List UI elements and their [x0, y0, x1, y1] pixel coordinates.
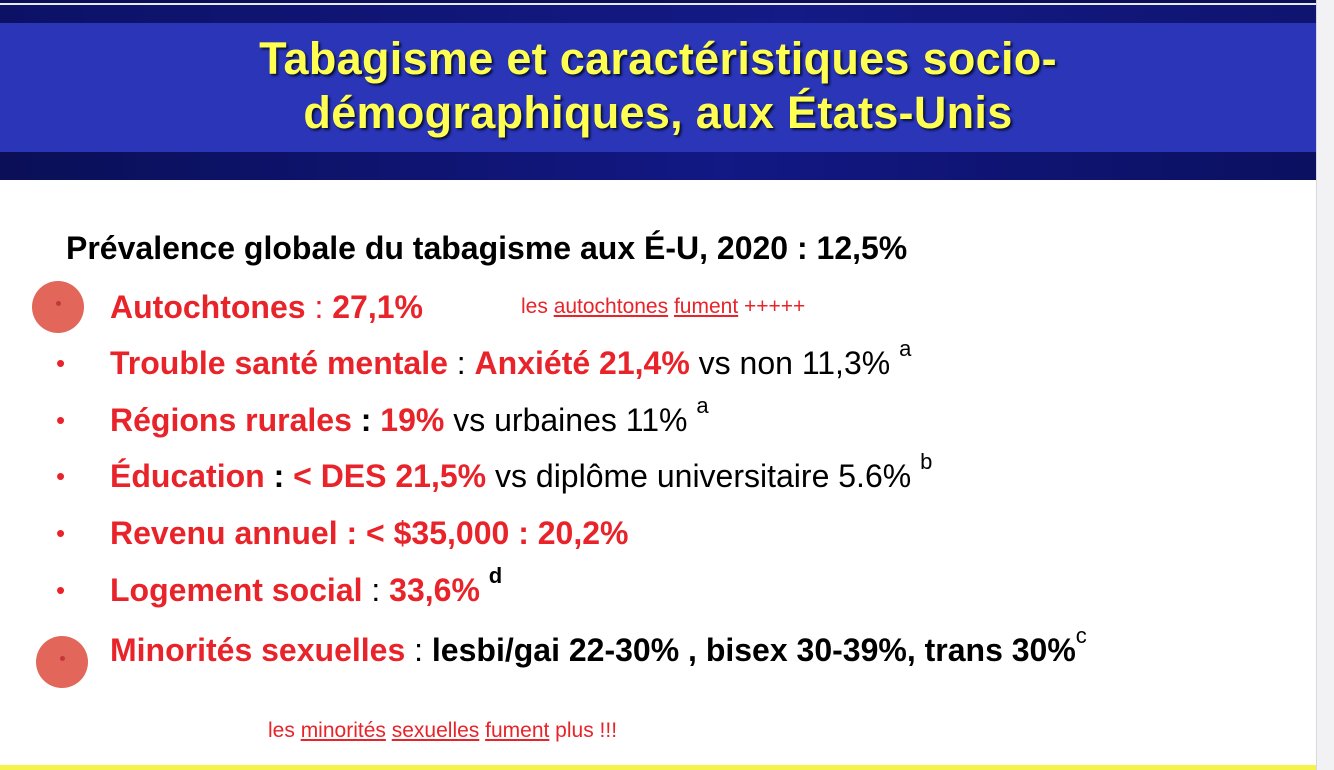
item-value: 33,6%: [389, 572, 489, 608]
bullet-icon: •: [56, 518, 66, 548]
item-label: Minorités sexuelles: [110, 632, 406, 668]
handwritten-note-autochtones: les autochtones fument +++++: [521, 295, 805, 319]
handwritten-note-minorites: les minorités sexuelles fument plus !!!: [268, 719, 617, 743]
title-line-1: Tabagisme et caractéristiques socio-: [259, 33, 1057, 84]
note-word-underlined: sexuelles: [391, 719, 480, 742]
title-line-2: démographiques, aux États-Unis: [303, 87, 1013, 138]
note-word: les: [521, 295, 554, 318]
list-item-text: Autochtones : 27,1%: [110, 287, 423, 327]
title-band: Tabagisme et caractéristiques socio- dém…: [0, 0, 1316, 180]
marker-center-dot: [60, 656, 65, 661]
bullet-icon: •: [56, 575, 66, 605]
item-comparison: vs diplôme universitaire 5.6%: [486, 458, 921, 494]
item-value: 19%: [380, 402, 445, 438]
footnote-ref: a: [696, 393, 709, 419]
item-label: Éducation: [110, 458, 265, 494]
note-word-underlined: fument: [673, 295, 739, 318]
item-value: Anxiété 21,4%: [474, 345, 690, 381]
item-separator: :: [362, 572, 390, 608]
list-item-text: Éducation : < DES 21,5% vs diplôme unive…: [110, 451, 932, 496]
header-top-line: [0, 0, 1316, 3]
list-item-autochtones: Autochtones : 27,1% les autochtones fume…: [0, 281, 1316, 333]
marker-center-dot: [56, 301, 61, 306]
list-item-revenu: • Revenu annuel : < $35,000 : 20,2%: [0, 513, 1316, 553]
bottom-accent-bar: [0, 765, 1316, 770]
note-word: les: [268, 719, 301, 742]
annotation-marker-icon: [36, 636, 88, 688]
header-top-strip: [0, 5, 1316, 23]
item-label: Logement social: [110, 572, 363, 608]
note-word-underlined: autochtones: [553, 295, 669, 318]
item-separator: :: [351, 402, 381, 438]
item-label: Revenu annuel : < $35,000 : 20,2%: [110, 515, 629, 551]
item-value: < DES 21,5%: [293, 458, 487, 494]
item-separator: :: [305, 289, 333, 325]
header-separator: [0, 3, 1316, 5]
item-label: Autochtones: [110, 289, 306, 325]
item-value: lesbi/gai 22-30% , bisex 30-39%, trans 3…: [431, 632, 1076, 668]
bullet-icon: •: [56, 461, 66, 491]
list-item-text: Revenu annuel : < $35,000 : 20,2%: [110, 513, 628, 553]
item-value: 27,1%: [332, 289, 423, 325]
footnote-ref: c: [1075, 623, 1087, 649]
list-item-sante-mentale: • Trouble santé mentale : Anxiété 21,4% …: [0, 338, 1316, 383]
footnote-ref: d: [488, 563, 503, 589]
list-item-text: Trouble santé mentale : Anxiété 21,4% vs…: [110, 338, 911, 383]
item-separator: :: [447, 345, 475, 381]
item-label: Trouble santé mentale: [110, 345, 448, 381]
item-comparison: vs non 11,3%: [689, 345, 900, 381]
header-bottom-strip: [0, 152, 1316, 180]
item-comparison: vs urbaines 11%: [444, 402, 697, 438]
note-word: +++++: [738, 295, 806, 318]
list-item-minorites: Minorités sexuelles : lesbi/gai 22-30% ,…: [0, 625, 1316, 688]
list-item-text: Régions rurales : 19% vs urbaines 11% a: [110, 395, 709, 440]
footnote-ref: a: [899, 336, 912, 362]
note-word-underlined: minorités: [300, 719, 386, 742]
slide-title: Tabagisme et caractéristiques socio- dém…: [0, 32, 1316, 140]
list-item-regions-rurales: • Régions rurales : 19% vs urbaines 11% …: [0, 395, 1316, 440]
list-item-education: • Éducation : < DES 21,5% vs diplôme uni…: [0, 451, 1316, 496]
bullet-icon: •: [56, 405, 66, 435]
prevalence-heading: Prévalence globale du tabagisme aux É-U,…: [66, 230, 907, 267]
footnote-ref: b: [920, 449, 933, 475]
list-item-text: Minorités sexuelles : lesbi/gai 22-30% ,…: [110, 625, 1087, 670]
prevalence-label: Prévalence globale du tabagisme aux É-U,…: [66, 230, 817, 266]
list-item-text: Logement social : 33,6% d: [110, 565, 502, 610]
note-word-underlined: fument: [485, 719, 550, 742]
list-item-logement: • Logement social : 33,6% d: [0, 565, 1316, 610]
item-separator: :: [264, 458, 294, 494]
prevalence-value: 12,5%: [816, 230, 908, 266]
item-label: Régions rurales: [110, 402, 352, 438]
bullet-icon: •: [56, 348, 66, 378]
item-separator: :: [405, 632, 432, 668]
viewer-margin: [1316, 0, 1334, 770]
annotation-marker-icon: [32, 281, 84, 333]
note-word: plus !!!: [549, 719, 618, 742]
